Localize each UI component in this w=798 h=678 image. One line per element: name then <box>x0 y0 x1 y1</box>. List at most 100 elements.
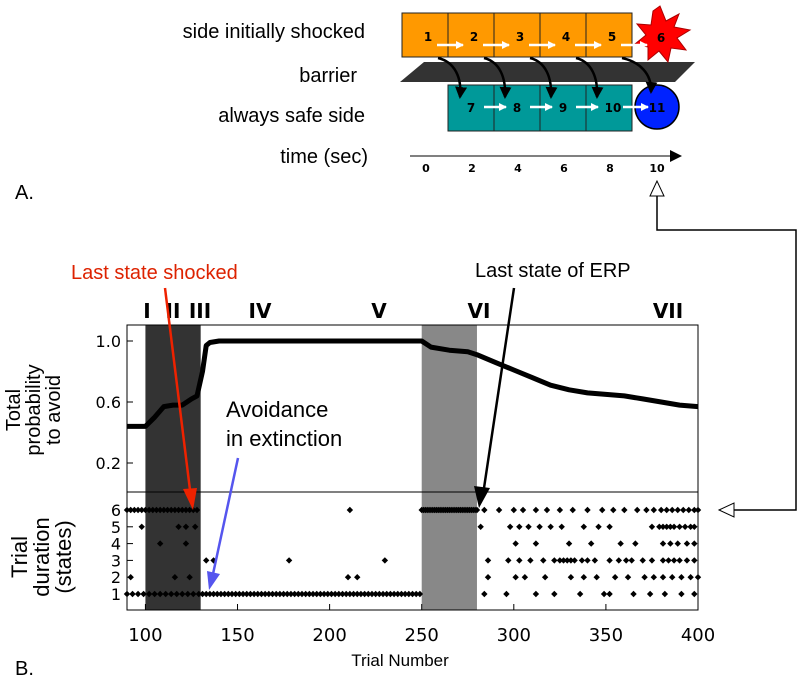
prob-ytick-label: 0.2 <box>96 454 121 473</box>
duration-point <box>659 574 667 581</box>
dur-ytick-label: 1 <box>111 585 121 604</box>
duration-point <box>503 590 510 598</box>
duration-point <box>567 557 575 564</box>
duration-point <box>473 506 481 514</box>
duration-point <box>195 590 203 598</box>
duration-point <box>547 523 554 530</box>
duration-point <box>317 590 324 598</box>
duration-point <box>272 590 280 598</box>
arrow-last-shocked-head <box>183 488 197 510</box>
duration-point <box>606 557 613 564</box>
duration-point <box>578 557 586 564</box>
duration-point <box>643 506 650 514</box>
state-number-2: 2 <box>470 30 478 44</box>
duration-point <box>160 506 168 514</box>
duration-point <box>376 590 383 598</box>
duration-point <box>519 506 527 514</box>
duration-point <box>306 590 313 598</box>
duration-point <box>669 574 676 581</box>
state-number-5: 5 <box>608 30 616 44</box>
duration-point <box>324 590 331 598</box>
duration-point <box>584 557 591 564</box>
duration-point <box>168 506 175 514</box>
duration-point <box>622 557 630 564</box>
duration-point <box>140 590 147 598</box>
duration-point <box>587 540 595 547</box>
time-tick-6: 6 <box>560 162 568 175</box>
duration-point <box>591 557 599 564</box>
arrow-avoidance-head <box>207 571 220 590</box>
duration-point <box>331 590 339 598</box>
safe-row: 7 8 9 10 11 <box>447 84 680 132</box>
xtick-label: 100 <box>128 625 162 646</box>
duration-point <box>203 557 210 564</box>
duration-point <box>659 523 667 530</box>
dur-ytick-label: 5 <box>111 518 121 537</box>
state-number-9: 9 <box>559 101 567 115</box>
cross-arrow-1-7 <box>437 56 468 99</box>
duration-point <box>156 540 164 547</box>
duration-point <box>387 590 394 598</box>
duration-point <box>398 590 405 598</box>
duration-point <box>532 540 540 547</box>
duration-point <box>646 590 654 598</box>
arrow-last-shocked-shaft <box>163 287 192 491</box>
phase-label-7: VII <box>653 299 683 323</box>
duration-point <box>162 590 169 598</box>
duration-point <box>361 590 368 598</box>
time-tick-10: 10 <box>649 162 665 175</box>
time-tick-8: 8 <box>606 162 614 175</box>
duration-point <box>217 590 225 598</box>
duration-point <box>412 590 420 598</box>
duration-point <box>661 590 669 598</box>
duration-point <box>138 523 145 530</box>
duration-point <box>685 506 692 514</box>
x-axis-ticks: 100 150 200 250 300 350 400 <box>128 604 715 646</box>
time-axis: 0 2 4 6 8 10 <box>410 150 682 175</box>
phase-label-1: I <box>143 299 150 323</box>
connector-line <box>656 196 797 511</box>
duration-point <box>243 590 250 598</box>
duration-point <box>298 590 306 598</box>
duration-point <box>390 590 398 598</box>
duration-point <box>599 506 606 514</box>
state-cell-5 <box>585 12 633 58</box>
phase-label-3: III <box>189 299 211 323</box>
duration-point <box>680 506 687 514</box>
xtick-label: 200 <box>312 625 346 646</box>
duration-point <box>564 557 571 564</box>
duration-point <box>656 523 663 530</box>
connector-head-top <box>649 179 665 197</box>
duration-point <box>190 590 197 598</box>
duration-point <box>254 590 261 598</box>
phase-labels: I II III IV V VI VII <box>143 299 683 323</box>
duration-point <box>381 557 389 564</box>
duration-point <box>687 574 694 581</box>
duration-point <box>401 590 409 598</box>
duration-point <box>357 590 365 598</box>
duration-point <box>153 506 160 514</box>
duration-point <box>247 590 254 598</box>
dur-ylabel-line-1: Trial <box>7 536 32 578</box>
duration-point <box>284 590 291 598</box>
duration-point <box>287 590 295 598</box>
duration-point <box>175 523 182 530</box>
duration-point <box>532 590 540 598</box>
duration-point <box>600 590 608 598</box>
duration-point <box>193 506 201 514</box>
cross-arrow-4-10 <box>575 56 604 99</box>
duration-point <box>650 574 657 581</box>
duration-point <box>354 574 361 581</box>
state-number-7: 7 <box>467 101 475 115</box>
prob-ylabel-line-3: to avoid <box>43 375 65 445</box>
duration-point <box>580 574 587 581</box>
duration-point <box>525 523 532 530</box>
duration-point <box>510 506 518 514</box>
duration-point <box>156 590 164 598</box>
duration-point <box>320 590 328 598</box>
duration-point <box>617 540 624 547</box>
duration-point <box>145 590 153 598</box>
duration-point <box>182 506 190 514</box>
